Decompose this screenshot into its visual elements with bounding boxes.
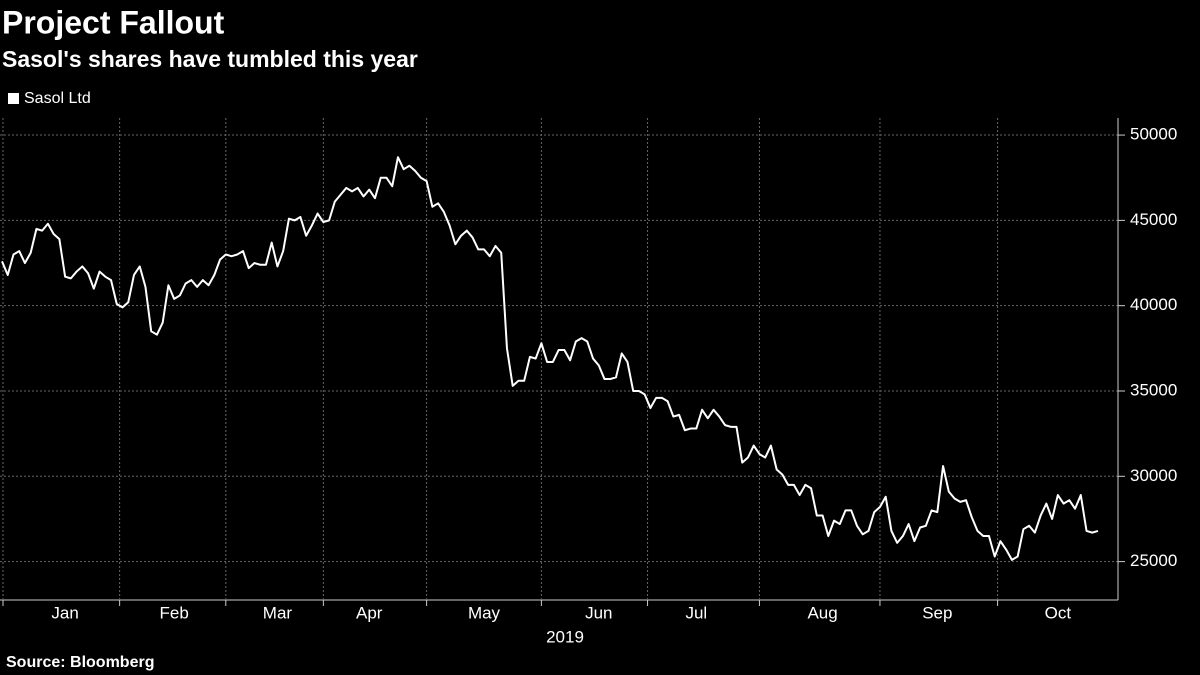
y-tick-label: 40000 bbox=[1130, 295, 1177, 314]
x-tick-label: Sep bbox=[922, 603, 952, 622]
line bbox=[1, 156, 1099, 561]
x-tick-label: May bbox=[468, 603, 501, 622]
source: Source: Bloomberg bbox=[6, 654, 154, 671]
x-tick-label: Feb bbox=[159, 603, 188, 622]
y-tick-label: 30000 bbox=[1130, 466, 1177, 485]
chart-title: Project Fallout bbox=[2, 4, 225, 40]
chart-subtitle: Sasol's shares have tumbled this year bbox=[2, 46, 418, 72]
x-tick-label: Jul bbox=[685, 603, 707, 622]
x-tick-label: Mar bbox=[263, 603, 293, 622]
y-tick-label: 45000 bbox=[1130, 210, 1177, 229]
x-tick-label: Oct bbox=[1045, 603, 1072, 622]
x-tick-label: Jun bbox=[585, 603, 612, 622]
legend-swatch bbox=[8, 93, 19, 104]
x-tick-label: Aug bbox=[807, 603, 837, 622]
x-axis-label: 2019 bbox=[546, 627, 584, 646]
x-tick-label: Jan bbox=[51, 603, 78, 622]
y-tick-label: 50000 bbox=[1130, 125, 1177, 144]
y-tick-label: 35000 bbox=[1130, 380, 1177, 399]
y-tick-label: 25000 bbox=[1130, 551, 1177, 570]
x-tick-label: Apr bbox=[356, 603, 383, 622]
legend-label: Sasol Ltd bbox=[24, 90, 91, 107]
